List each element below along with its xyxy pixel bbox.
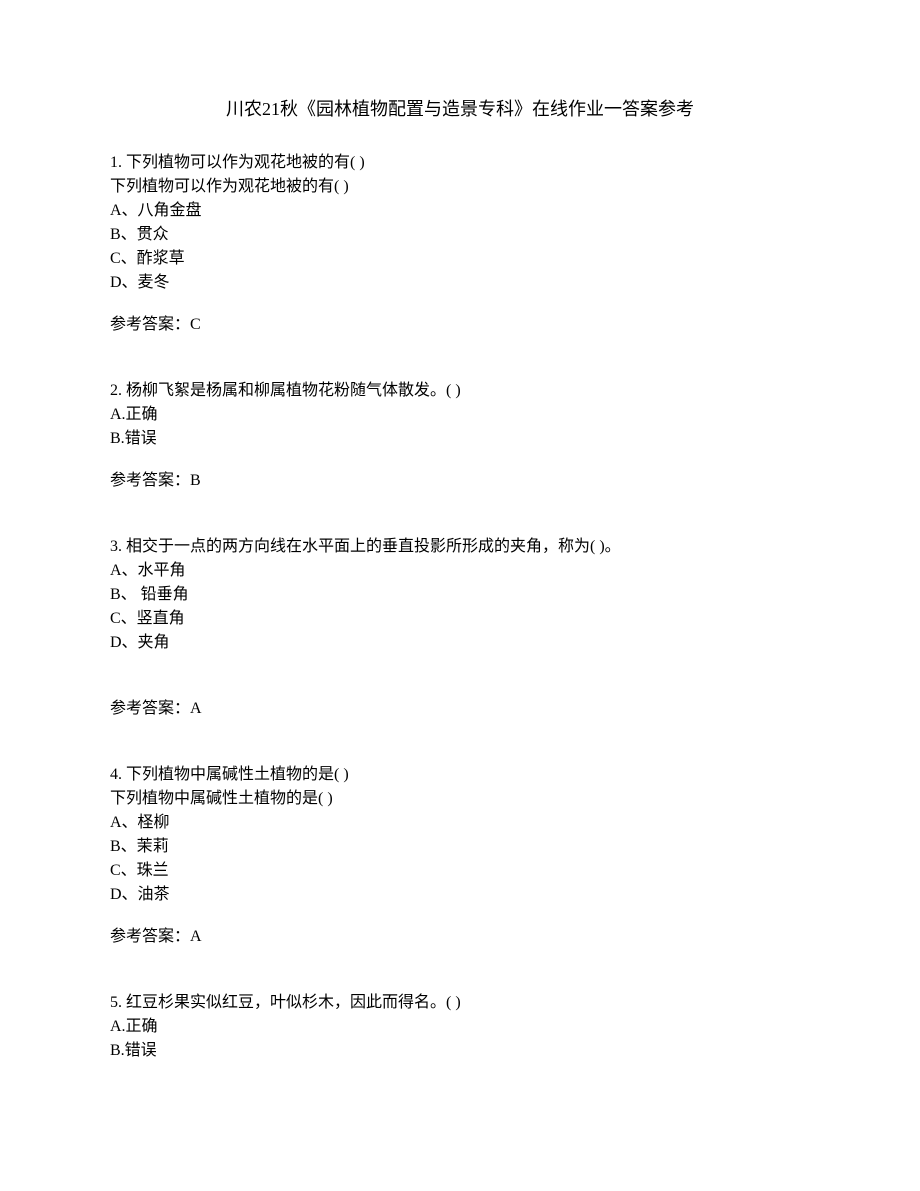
- option-a: A、八角金盘: [110, 199, 810, 223]
- option-a: A、柽柳: [110, 811, 810, 835]
- question-2: 2. 杨柳飞絮是杨属和柳属植物花粉随气体散发。( ) A.正确 B.错误 参考答…: [110, 379, 810, 493]
- question-content: 红豆杉果实似红豆，叶似杉木，因此而得名。( ): [122, 994, 461, 1011]
- question-number: 2.: [110, 382, 122, 399]
- question-text-repeat: 下列植物可以作为观花地被的有( ): [110, 175, 810, 199]
- question-text: 5. 红豆杉果实似红豆，叶似杉木，因此而得名。( ): [110, 991, 810, 1015]
- option-d: D、油茶: [110, 883, 810, 907]
- question-content: 相交于一点的两方向线在水平面上的垂直投影所形成的夹角，称为( )。: [122, 538, 621, 555]
- question-text: 3. 相交于一点的两方向线在水平面上的垂直投影所形成的夹角，称为( )。: [110, 535, 810, 559]
- option-b: B、贯众: [110, 223, 810, 247]
- question-number: 4.: [110, 766, 122, 783]
- question-4: 4. 下列植物中属碱性土植物的是( ) 下列植物中属碱性土植物的是( ) A、柽…: [110, 763, 810, 949]
- answer: 参考答案：C: [110, 313, 810, 337]
- option-c: C、竖直角: [110, 607, 810, 631]
- option-c: C、酢浆草: [110, 247, 810, 271]
- option-d: D、麦冬: [110, 271, 810, 295]
- question-number: 1.: [110, 154, 122, 171]
- question-number: 5.: [110, 994, 122, 1011]
- option-b: B、 铅垂角: [110, 583, 810, 607]
- question-text: 4. 下列植物中属碱性土植物的是( ): [110, 763, 810, 787]
- question-content: 下列植物可以作为观花地被的有( ): [122, 154, 365, 171]
- question-1: 1. 下列植物可以作为观花地被的有( ) 下列植物可以作为观花地被的有( ) A…: [110, 151, 810, 337]
- question-text: 1. 下列植物可以作为观花地被的有( ): [110, 151, 810, 175]
- question-content: 杨柳飞絮是杨属和柳属植物花粉随气体散发。( ): [122, 382, 461, 399]
- option-b: B、茉莉: [110, 835, 810, 859]
- option-b: B.错误: [110, 1039, 810, 1063]
- answer: 参考答案：B: [110, 469, 810, 493]
- page-title: 川农21秋《园林植物配置与造景专科》在线作业一答案参考: [110, 95, 810, 121]
- answer: 参考答案：A: [110, 925, 810, 949]
- question-content: 下列植物中属碱性土植物的是( ): [122, 766, 349, 783]
- question-3: 3. 相交于一点的两方向线在水平面上的垂直投影所形成的夹角，称为( )。 A、水…: [110, 535, 810, 721]
- option-a: A、水平角: [110, 559, 810, 583]
- option-a: A.正确: [110, 403, 810, 427]
- question-text-repeat: 下列植物中属碱性土植物的是( ): [110, 787, 810, 811]
- option-c: C、珠兰: [110, 859, 810, 883]
- question-5: 5. 红豆杉果实似红豆，叶似杉木，因此而得名。( ) A.正确 B.错误: [110, 991, 810, 1063]
- answer: 参考答案：A: [110, 697, 810, 721]
- question-text: 2. 杨柳飞絮是杨属和柳属植物花粉随气体散发。( ): [110, 379, 810, 403]
- question-number: 3.: [110, 538, 122, 555]
- option-a: A.正确: [110, 1015, 810, 1039]
- option-b: B.错误: [110, 427, 810, 451]
- option-d: D、夹角: [110, 631, 810, 655]
